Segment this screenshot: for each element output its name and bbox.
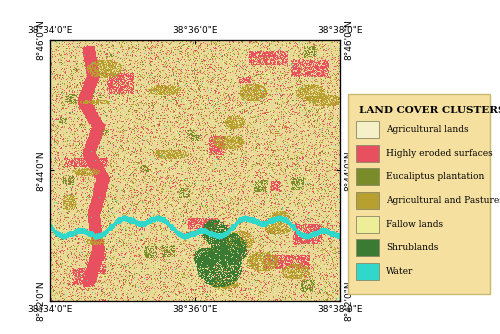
Text: Eucaliptus plantation: Eucaliptus plantation	[386, 172, 484, 181]
Text: Highly eroded surfaces: Highly eroded surfaces	[386, 149, 492, 158]
Bar	[356, 168, 379, 185]
Bar	[356, 239, 379, 257]
Bar	[356, 121, 379, 138]
Bar	[356, 145, 379, 162]
Text: Shrublands: Shrublands	[386, 243, 438, 252]
Text: Water: Water	[386, 267, 413, 276]
Bar	[356, 263, 379, 280]
Text: Fallow lands: Fallow lands	[386, 220, 443, 229]
Text: LAND COVER CLUSTERS: LAND COVER CLUSTERS	[359, 106, 500, 115]
Text: Agricultural and Pastures: Agricultural and Pastures	[386, 196, 500, 205]
Text: Agricultural lands: Agricultural lands	[386, 125, 468, 134]
Bar	[356, 216, 379, 233]
Bar	[356, 192, 379, 209]
